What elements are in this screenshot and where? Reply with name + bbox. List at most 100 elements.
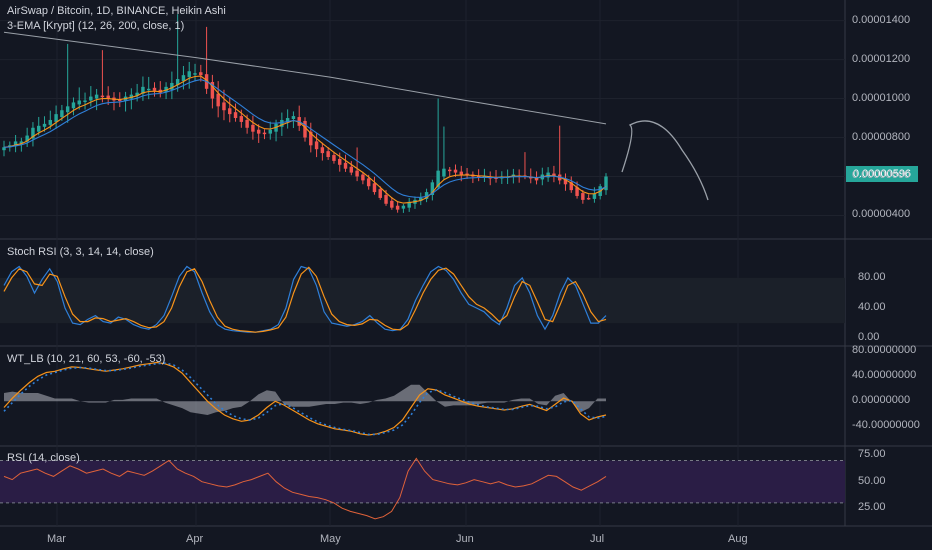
candle-body (447, 169, 452, 172)
candle-body (338, 158, 342, 165)
ema-long-line (3, 31, 607, 125)
ema-indicator-label[interactable]: 3-EMA [Krypt] (12, 26, 200, close, 1) (7, 20, 185, 32)
candle-body (199, 72, 203, 76)
candle-body (83, 100, 87, 102)
x-tick-label: Jul (590, 533, 605, 545)
stoch-d-line (3, 266, 607, 333)
stoch-tick-label: 40.00 (858, 301, 886, 314)
rsi-tick-label: 50.00 (858, 474, 886, 487)
candle-body (563, 178, 568, 185)
x-tick-label: Mar (47, 533, 66, 545)
candle-body (54, 114, 58, 122)
rsi-band (0, 460, 845, 503)
price-tick-label: 0.00001200 (852, 52, 911, 65)
candle-body (575, 187, 579, 196)
candle-body (152, 87, 157, 91)
candle-body (430, 182, 435, 195)
x-tick-label: Aug (728, 533, 748, 545)
candle-body (326, 151, 330, 157)
price-tick-label: 0.00000600 (852, 169, 911, 182)
candle-body (135, 92, 139, 96)
candle-body (332, 155, 336, 161)
candle-body (210, 81, 215, 99)
stoch-band (0, 277, 845, 324)
candle-body (395, 205, 400, 210)
candle-body (175, 79, 180, 85)
candle-body (372, 183, 377, 193)
candle-body (262, 132, 267, 135)
price-tick-label: 0.00001000 (852, 91, 911, 104)
candle-body (320, 147, 325, 154)
stoch-rsi-label[interactable]: Stoch RSI (3, 3, 14, 14, close) (7, 246, 154, 258)
rsi-tick-label: 25.00 (858, 501, 886, 514)
candle-body (65, 106, 70, 113)
drawing-arc (621, 120, 709, 201)
price-tick-label: 0.00000800 (852, 130, 911, 143)
candle-body (37, 125, 41, 132)
candle-body (164, 86, 168, 92)
candle-body (181, 75, 186, 81)
candle-body (424, 192, 429, 199)
candle-body (436, 170, 440, 188)
candle-body (25, 135, 29, 142)
candle-body (459, 171, 464, 175)
wt-lb-label[interactable]: WT_LB (10, 21, 60, 53, -60, -53) (7, 353, 166, 365)
rsi-label[interactable]: RSI (14, close) (7, 452, 80, 464)
candle-body (256, 129, 261, 134)
wt-line-2 (3, 362, 607, 436)
candle-body (228, 108, 232, 115)
stoch-tick-label: 0.00 (858, 331, 880, 344)
wt-tick-label: 0.00000000 (852, 394, 911, 407)
candle-body (187, 71, 191, 78)
candle-body (141, 86, 145, 94)
candle-body (239, 116, 244, 122)
price-tick-label: 0.00000400 (852, 208, 911, 221)
candle-body (100, 95, 105, 98)
candle-body (291, 116, 296, 119)
rsi-line (3, 457, 607, 520)
candle-body (19, 141, 24, 144)
wt-histogram (4, 384, 606, 415)
candle-body (193, 73, 197, 75)
candle-body (106, 95, 110, 99)
candle-body (384, 195, 388, 204)
candle-body (170, 82, 174, 90)
candle-body (401, 205, 406, 209)
last-price-tag: 0.00000596 (846, 166, 918, 182)
candle-body (251, 124, 255, 132)
candle-body (314, 141, 319, 150)
candle-body (309, 131, 313, 146)
wt-line-1 (3, 361, 607, 436)
candle-body (586, 197, 591, 200)
candle-body (89, 96, 93, 101)
candle-body (366, 178, 371, 187)
candle-body (222, 102, 226, 111)
candle-body (146, 88, 151, 91)
candle-body (245, 119, 249, 128)
candle-body (581, 193, 585, 200)
candle-body (60, 110, 64, 118)
rsi-tick-label: 75.00 (858, 448, 886, 461)
candle-body (390, 200, 394, 208)
candle-body (378, 189, 382, 198)
candle-body (129, 94, 134, 99)
wt-tick-label: 40.00000000 (852, 369, 917, 382)
candle-body (511, 174, 516, 177)
candle-body (419, 197, 423, 201)
candle-body (303, 120, 307, 138)
candle-body (592, 194, 597, 199)
candle-body (465, 173, 469, 176)
price-tick-label: 0.00001400 (852, 13, 911, 26)
candle-body (118, 99, 122, 102)
candle-body (453, 169, 458, 173)
candle-body (285, 118, 290, 122)
candle-body (48, 119, 53, 125)
candle-body (216, 93, 220, 107)
chart-title: AirSwap / Bitcoin, 1D, BINANCE, Heikin A… (7, 5, 226, 17)
candle-body (42, 123, 47, 127)
candle-body (233, 112, 238, 119)
stoch-tick-label: 80.00 (858, 270, 886, 283)
candle-body (604, 176, 608, 191)
ema-mid-line (3, 79, 607, 198)
